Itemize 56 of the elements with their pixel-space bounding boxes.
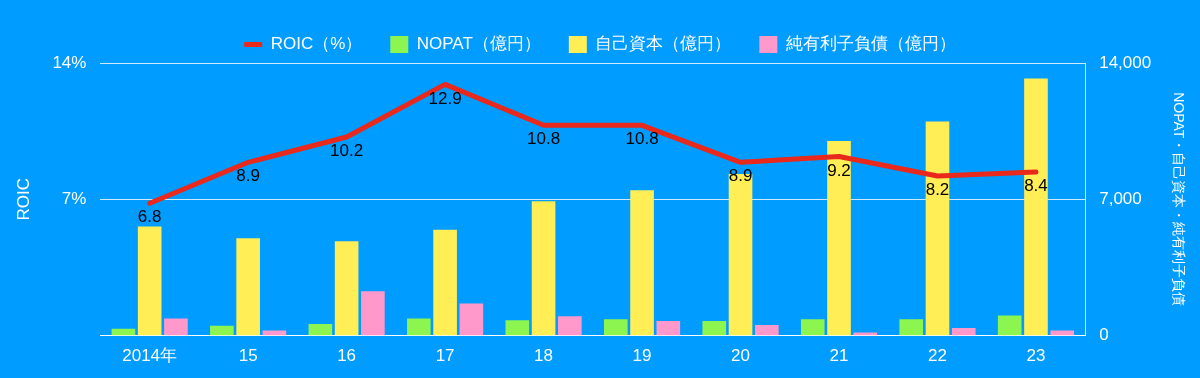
- x-tick-label: 23: [1026, 346, 1046, 366]
- data-label: 10.2: [330, 141, 364, 161]
- legend-label: NOPAT（億円）: [416, 34, 541, 54]
- x-tick-label: 17: [435, 346, 455, 366]
- x-tick-label: 19: [632, 346, 652, 366]
- bar: [531, 201, 556, 336]
- bar: [308, 323, 333, 336]
- bar: [925, 121, 950, 336]
- y-axis-title: ROIC: [13, 178, 33, 221]
- bar: [630, 190, 654, 336]
- y2-axis-title: NOPAT・自己資本・純有利子負債: [1170, 92, 1187, 307]
- data-label: 8.9: [236, 166, 260, 186]
- y2-tick-label: 0: [1099, 325, 1109, 345]
- legend-label: ROIC（%）: [270, 34, 363, 54]
- data-label: 8.2: [925, 180, 950, 200]
- bar: [236, 238, 260, 336]
- bar: [951, 328, 976, 336]
- bar: [433, 229, 457, 336]
- bar: [505, 320, 530, 336]
- bar: [853, 332, 878, 336]
- data-label: 6.8: [137, 207, 162, 227]
- legend-label: 自己資本（億円）: [595, 34, 732, 54]
- x-tick-label: 16: [337, 346, 357, 366]
- x-tick-label: 15: [238, 346, 258, 366]
- bar: [899, 319, 924, 336]
- data-label: 12.9: [428, 88, 462, 108]
- x-tick-label: 18: [534, 346, 554, 366]
- data-label: 8.4: [1024, 176, 1048, 196]
- bar: [164, 318, 188, 336]
- data-label: 10.8: [527, 129, 561, 149]
- data-label: 10.8: [625, 129, 659, 149]
- x-tick-label: 22: [928, 346, 947, 366]
- y2-tick-label: 14,000: [1099, 52, 1152, 72]
- x-tick-label: 21: [829, 346, 849, 366]
- data-label: 9.2: [827, 160, 851, 180]
- bar: [800, 319, 825, 336]
- bar: [997, 315, 1022, 336]
- bar: [407, 318, 431, 336]
- bar: [558, 316, 582, 336]
- bar: [361, 291, 385, 336]
- bar: [137, 226, 162, 336]
- bar: [656, 321, 681, 336]
- bar: [827, 140, 851, 336]
- x-tick-label: 20: [731, 346, 750, 366]
- x-tick-label: 2014年: [122, 346, 178, 366]
- y-tick-label: 14%: [52, 52, 87, 72]
- bar: [210, 325, 234, 336]
- bar: [702, 321, 727, 336]
- bar: [754, 324, 779, 336]
- bar: [1024, 78, 1048, 336]
- y2-tick-label: 7,000: [1099, 188, 1142, 208]
- y-tick-label: 7%: [61, 188, 87, 208]
- bar: [459, 303, 484, 336]
- bar: [334, 241, 359, 336]
- legend-label: 純有利子負債（億円）: [785, 34, 956, 54]
- bar: [603, 319, 628, 336]
